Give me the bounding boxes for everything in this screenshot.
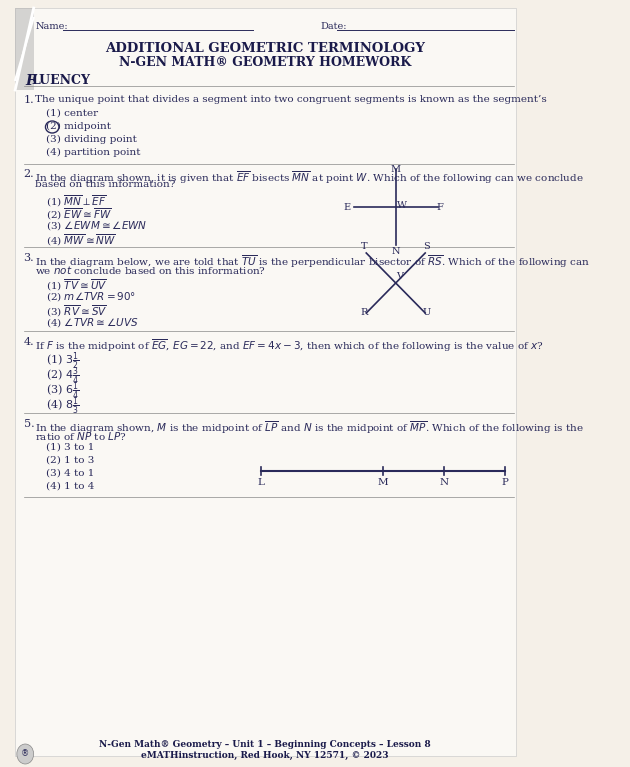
Text: (2) $m\angle TVR=90\degree$: (2) $m\angle TVR=90\degree$ [47, 290, 137, 303]
Text: L: L [258, 478, 265, 487]
Text: based on this information?: based on this information? [35, 180, 176, 189]
Text: The unique point that divides a segment into two congruent segments is known as : The unique point that divides a segment … [35, 95, 547, 104]
Text: (1) $\overline{MN}\perp\overline{EF}$: (1) $\overline{MN}\perp\overline{EF}$ [47, 193, 107, 209]
Text: ADDITIONAL GEOMETRIC TERMINOLOGY: ADDITIONAL GEOMETRIC TERMINOLOGY [105, 42, 425, 55]
Text: T: T [361, 242, 368, 251]
Text: E: E [343, 203, 350, 212]
Text: eMATHinstruction, Red Hook, NY 12571, © 2023: eMATHinstruction, Red Hook, NY 12571, © … [141, 751, 389, 760]
Text: N: N [440, 478, 449, 487]
Text: (4) $\angle TVR\cong\angle UVS$: (4) $\angle TVR\cong\angle UVS$ [47, 316, 139, 329]
Text: (2) $\overline{EW}\cong\overline{FW}$: (2) $\overline{EW}\cong\overline{FW}$ [47, 206, 112, 222]
Text: (3) 4 to 1: (3) 4 to 1 [47, 469, 94, 478]
Text: In the diagram below, we are told that $\overline{TU}$ is the perpendicular bise: In the diagram below, we are told that $… [35, 253, 590, 269]
Text: (4) partition point: (4) partition point [47, 148, 141, 157]
Text: R: R [361, 308, 369, 317]
Text: In the diagram shown, $M$ is the midpoint of $\overline{LP}$ and $N$ is the midp: In the diagram shown, $M$ is the midpoin… [35, 419, 584, 436]
Polygon shape [15, 8, 33, 90]
Text: N: N [391, 247, 400, 256]
Text: Name:: Name: [35, 22, 68, 31]
Text: F: F [436, 203, 443, 212]
Circle shape [17, 744, 33, 764]
Text: (3) $\angle EWM\cong\angle EWN$: (3) $\angle EWM\cong\angle EWN$ [47, 219, 147, 232]
Text: (1) $\overline{TV}\cong\overline{UV}$: (1) $\overline{TV}\cong\overline{UV}$ [47, 277, 108, 292]
Text: (2) 1 to 3: (2) 1 to 3 [47, 456, 94, 465]
Text: (1) $3\frac{1}{2}$: (1) $3\frac{1}{2}$ [47, 351, 79, 373]
Text: (1) 3 to 1: (1) 3 to 1 [47, 443, 94, 452]
Text: M: M [378, 478, 389, 487]
Text: F: F [25, 74, 35, 88]
Text: LUENCY: LUENCY [31, 74, 90, 87]
Text: 1.: 1. [23, 95, 34, 105]
Text: 3.: 3. [23, 253, 34, 263]
Text: 2.: 2. [23, 169, 34, 179]
Text: U: U [423, 308, 431, 317]
Text: ratio of $NP$ to $LP$?: ratio of $NP$ to $LP$? [35, 430, 127, 442]
Text: 5.: 5. [23, 419, 34, 429]
Text: (3) dividing point: (3) dividing point [47, 135, 137, 144]
Text: (2) midpoint: (2) midpoint [47, 122, 112, 131]
Text: (2) $4\frac{3}{4}$: (2) $4\frac{3}{4}$ [47, 366, 79, 387]
Text: P: P [501, 478, 508, 487]
Text: S: S [423, 242, 430, 251]
Text: N-GEN MATH® GEOMETRY HOMEWORK: N-GEN MATH® GEOMETRY HOMEWORK [119, 56, 411, 69]
Text: V: V [396, 272, 403, 281]
Text: we $\it{not}$ conclude based on this information?: we $\it{not}$ conclude based on this inf… [35, 264, 266, 276]
Text: ®: ® [21, 749, 30, 759]
Text: (3) $\overline{RV}\cong\overline{SV}$: (3) $\overline{RV}\cong\overline{SV}$ [47, 303, 108, 318]
Text: Date:: Date: [320, 22, 347, 31]
Text: (1) center: (1) center [47, 109, 98, 118]
Text: (4) 1 to 4: (4) 1 to 4 [47, 482, 94, 491]
Text: (3) $6\frac{1}{4}$: (3) $6\frac{1}{4}$ [47, 381, 79, 403]
Text: If $F$ is the midpoint of $\overline{EG}$, $EG=22$, and $EF=4x-3$, then which of: If $F$ is the midpoint of $\overline{EG}… [35, 337, 544, 354]
Text: In the diagram shown, it is given that $\overline{EF}$ bisects $\overline{MN}$ a: In the diagram shown, it is given that $… [35, 169, 584, 186]
Text: N-Gen Math® Geometry – Unit 1 – Beginning Concepts – Lesson 8: N-Gen Math® Geometry – Unit 1 – Beginnin… [100, 740, 431, 749]
Text: W: W [398, 201, 408, 210]
Text: (4) $\overline{MW}\cong\overline{NW}$: (4) $\overline{MW}\cong\overline{NW}$ [47, 232, 117, 248]
Text: M: M [391, 165, 401, 174]
Text: 4.: 4. [23, 337, 34, 347]
Text: (4) $8\frac{1}{3}$: (4) $8\frac{1}{3}$ [47, 396, 79, 417]
